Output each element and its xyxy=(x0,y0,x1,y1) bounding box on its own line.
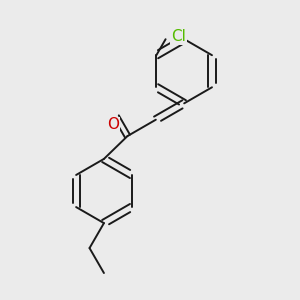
Text: Cl: Cl xyxy=(171,29,186,44)
Text: O: O xyxy=(108,117,120,132)
